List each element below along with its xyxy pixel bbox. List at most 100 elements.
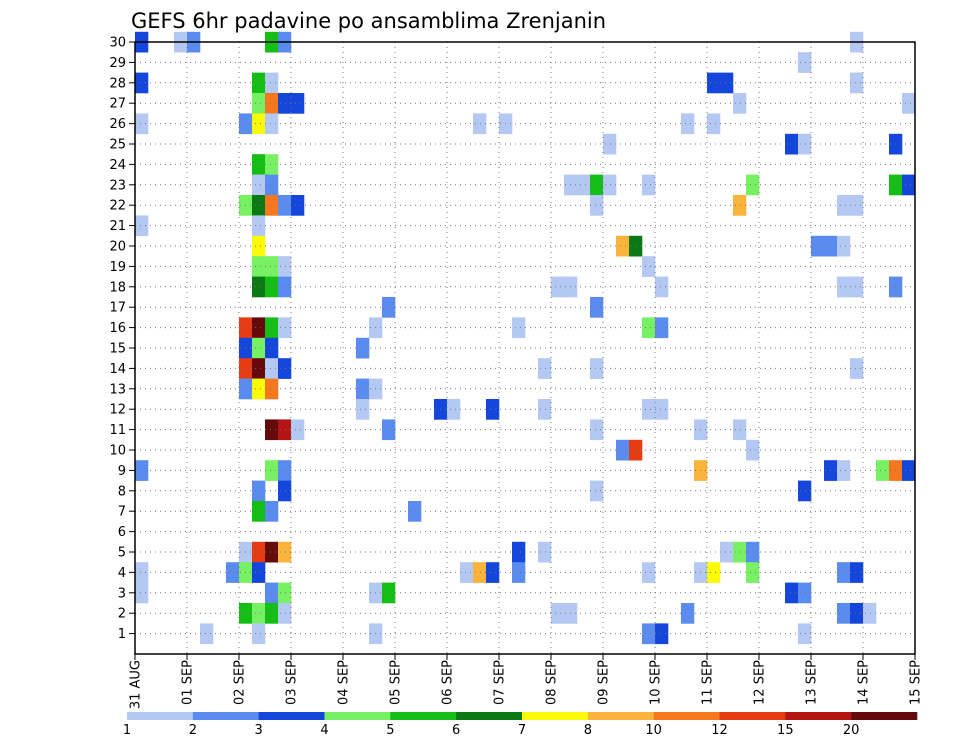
- heatmap-cell: [252, 378, 266, 400]
- heatmap-cell: [590, 297, 604, 318]
- colorbar-swatch: [456, 712, 523, 720]
- colorbar-swatch: [522, 712, 589, 720]
- heatmap-cell: [265, 358, 279, 379]
- heatmap-cell: [382, 582, 396, 604]
- colorbar-label: 1: [123, 723, 131, 738]
- y-tick-label: 17: [109, 301, 126, 316]
- heatmap-cell: [135, 460, 149, 481]
- heatmap-cell: [278, 93, 292, 114]
- colorbar-swatch: [587, 712, 654, 720]
- heatmap-cell: [252, 337, 266, 359]
- heatmap-cell: [850, 276, 864, 298]
- heatmap-cell: [382, 419, 396, 441]
- heatmap-cell: [265, 501, 279, 522]
- y-tick-label: 18: [109, 280, 126, 295]
- y-tick-label: 3: [118, 586, 126, 601]
- heatmap-cell: [265, 195, 279, 216]
- heatmap-cell: [252, 501, 266, 522]
- heatmap-cell: [642, 174, 656, 196]
- heatmap-cell: [265, 113, 279, 135]
- heatmap-cell: [512, 317, 526, 339]
- colorbar-label: 4: [320, 723, 328, 738]
- colorbar-label: 15: [777, 723, 794, 738]
- heatmap-cell: [252, 541, 266, 563]
- x-tick-label: 31 AUG: [129, 660, 144, 709]
- heatmap-cell: [252, 358, 266, 379]
- y-tick-label: 30: [109, 36, 126, 51]
- heatmap-cell: [746, 541, 760, 563]
- x-tick-label: 05 SEP: [389, 660, 404, 705]
- heatmap-cell: [473, 562, 487, 583]
- heatmap-cell: [655, 399, 669, 420]
- heatmap-cell: [707, 562, 721, 583]
- heatmap-cell: [863, 603, 877, 624]
- heatmap-cell: [278, 541, 292, 563]
- heatmap-cell: [655, 317, 669, 339]
- heatmap-cell: [252, 256, 266, 277]
- heatmap-cell: [798, 480, 812, 502]
- colorbar-swatch: [192, 712, 259, 720]
- x-tick-label: 09 SEP: [597, 660, 612, 705]
- heatmap-cell: [265, 174, 279, 196]
- colorbar-label: 5: [386, 723, 394, 738]
- colorbar-swatch: [324, 712, 391, 720]
- heatmap-cell: [291, 195, 305, 216]
- y-tick-label: 27: [109, 97, 126, 112]
- colorbar-label: 8: [584, 723, 592, 738]
- colorbar-legend: 1 2 3 4 5 6 7 8 10 12 15 20: [123, 712, 918, 738]
- heatmap-cell: [512, 562, 526, 583]
- heatmap-cell: [252, 195, 266, 216]
- heatmap-cell: [642, 623, 656, 645]
- x-tick-label: 10 SEP: [649, 660, 664, 705]
- heatmap-cell: [278, 603, 292, 624]
- x-tick-label: 11 SEP: [701, 660, 716, 705]
- heatmap-cell: [278, 256, 292, 277]
- y-tick-label: 8: [118, 484, 126, 499]
- heatmap-cell: [200, 623, 214, 645]
- heatmap-cell: [746, 562, 760, 583]
- heatmap-cell: [486, 562, 500, 583]
- heatmap-cell: [746, 174, 760, 196]
- heatmap-cell: [278, 195, 292, 216]
- heatmap-cell: [850, 358, 864, 379]
- heatmap-cell: [265, 378, 279, 400]
- heatmap-cell: [798, 582, 812, 604]
- heatmap-cell: [538, 541, 552, 563]
- y-axis: 1234567891011121314151617181920212223242…: [109, 36, 135, 642]
- heatmap-cell: [811, 235, 825, 257]
- y-tick-label: 21: [109, 219, 126, 234]
- y-tick-label: 4: [118, 566, 126, 581]
- heatmap-cell: [902, 93, 916, 114]
- heatmap-cell: [356, 399, 370, 420]
- x-tick-label: 03 SEP: [285, 660, 300, 705]
- heatmap-cell: [551, 276, 565, 298]
- heatmap-cell: [291, 419, 305, 441]
- heatmap-cell: [278, 582, 292, 604]
- heatmap-cells: [135, 31, 916, 645]
- heatmap-cell: [512, 541, 526, 563]
- colorbar-swatch: [785, 712, 852, 720]
- heatmap-cell: [252, 480, 266, 502]
- heatmap-cell: [356, 337, 370, 359]
- x-tick-label: 06 SEP: [441, 660, 456, 705]
- heatmap-cell: [538, 358, 552, 379]
- chart-title: GEFS 6hr padavine po ansamblima Zrenjani…: [131, 9, 606, 33]
- heatmap-cell: [850, 72, 864, 94]
- heatmap-cell: [356, 378, 370, 400]
- x-tick-label: 13 SEP: [805, 660, 820, 705]
- x-tick-label: 07 SEP: [493, 660, 508, 705]
- heatmap-cell: [252, 72, 266, 94]
- heatmap-cell: [265, 93, 279, 114]
- heatmap-cell: [486, 399, 500, 420]
- heatmap-cell: [642, 399, 656, 420]
- x-tick-label: 02 SEP: [233, 660, 248, 705]
- heatmap-cell: [252, 276, 266, 298]
- heatmap-cell: [616, 439, 630, 461]
- chart-gridlines: [134, 41, 916, 654]
- heatmap-cell: [265, 317, 279, 339]
- y-tick-label: 24: [109, 158, 126, 173]
- heatmap-cell: [733, 541, 747, 563]
- y-tick-label: 28: [109, 76, 126, 91]
- y-tick-label: 19: [109, 260, 126, 275]
